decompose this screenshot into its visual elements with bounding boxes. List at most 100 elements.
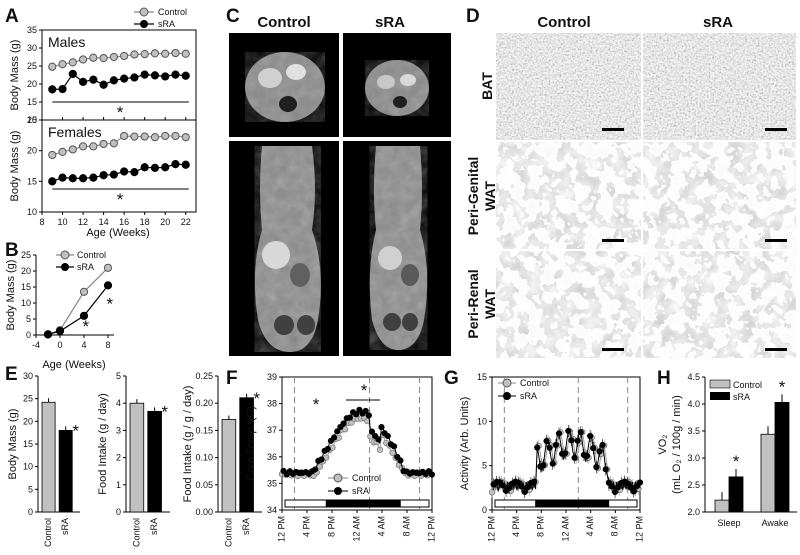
- scale-bar: [602, 348, 624, 351]
- data-point-sra: [312, 466, 319, 473]
- y-tick-label: 5: [26, 314, 31, 324]
- panel-f: 34 35 36 37 38 39 Core Temp. (C) 12 PM 4 PM 8 PM 1…: [245, 372, 436, 542]
- scale-bar: [765, 239, 787, 242]
- y-tick-label: 35: [27, 25, 37, 35]
- data-point-control: [89, 142, 98, 151]
- data-point-sra: [89, 173, 98, 182]
- data-point-control: [109, 52, 118, 62]
- data-point-control: [99, 139, 108, 149]
- scale-bar: [765, 128, 787, 131]
- x-tick-label: 14: [99, 217, 109, 227]
- y-axis-label: Body Mass (g): [7, 409, 19, 480]
- mri-col-sra: sRA: [375, 14, 405, 31]
- data-point-sra: [571, 454, 578, 461]
- data-point-sra: [611, 488, 619, 496]
- bar-control-awake: [760, 433, 776, 513]
- data-point-sra: [397, 457, 404, 464]
- data-point-sra: [181, 71, 190, 80]
- data-point-sra: [555, 430, 563, 437]
- dark-phase-bar: [325, 500, 401, 507]
- legend-sra-label: sRA: [158, 19, 175, 29]
- bar-sra: [147, 410, 162, 513]
- legend-b: Control sRA: [56, 250, 106, 272]
- x-category-label: sRA: [241, 518, 251, 535]
- y-tick-label: 37: [267, 425, 277, 435]
- significance-star: *: [253, 389, 260, 408]
- y-tick-label: 5: [28, 484, 33, 494]
- panel-letter-b: B: [5, 240, 19, 261]
- data-point-sra: [534, 444, 541, 451]
- y-tick-label: 25: [27, 61, 37, 71]
- data-point-control: [130, 132, 139, 141]
- y-tick-label: 10: [27, 115, 37, 125]
- panel-d: Control sRA BAT Peri-GenitalWAT Peri-Ren…: [465, 14, 796, 358]
- bar-sra: [58, 429, 73, 513]
- data-point-control: [48, 150, 57, 160]
- y-tick-label: 15: [27, 176, 37, 186]
- data-point-sra: [58, 84, 67, 94]
- x-category-label: Control: [43, 518, 53, 547]
- y-tick-label: 25: [23, 394, 33, 404]
- data-point-control: [79, 287, 89, 296]
- data-point-control: [316, 463, 323, 470]
- data-point-control: [181, 133, 190, 142]
- x-tick-label: 8 AM: [610, 516, 620, 537]
- y-tick-label: 2.0: [687, 507, 700, 517]
- legend-control-label: Control: [733, 380, 762, 390]
- data-point-control: [488, 489, 496, 496]
- y-tick-label: 15: [27, 97, 37, 107]
- y-tick-label: 0.20: [195, 398, 213, 408]
- data-point-sra: [546, 444, 553, 451]
- legend-b-control-label: Control: [77, 250, 106, 260]
- legend-control-label: Control: [158, 7, 187, 17]
- significance-star: *: [72, 421, 79, 440]
- y-tick-label: 4.5: [687, 372, 700, 382]
- y-axis-label: Body Mass (g): [9, 131, 21, 202]
- data-point-sra: [574, 437, 581, 444]
- legend-sra-label: sRA: [520, 391, 537, 401]
- chart-g-activity: 0 5 10 15 Activity (Arb. Units) 12 PM 4 PM 8 PM…: [459, 372, 644, 542]
- significance-star: *: [117, 103, 124, 122]
- data-point-sra: [499, 482, 507, 489]
- data-point-sra: [99, 171, 108, 180]
- legend-b-control-marker: [60, 250, 70, 260]
- x-tick-label: 12: [78, 217, 88, 227]
- data-point-control: [161, 131, 170, 141]
- y-tick-label: 4.0: [687, 399, 700, 409]
- data-point-sra: [68, 174, 77, 183]
- y-tick-label: 38: [267, 399, 277, 409]
- x-tick-label: 8 PM: [536, 516, 546, 537]
- y-tick-label: 20: [27, 146, 37, 156]
- histo-pr-control: [496, 251, 641, 358]
- y-axis-label: VO₂: [657, 434, 669, 454]
- data-point-control: [99, 53, 108, 63]
- mri-col-control: Control: [257, 14, 310, 31]
- data-point-control: [389, 449, 396, 456]
- data-point-sra: [530, 478, 538, 485]
- panel-a: Control sRA 10 15 20 25 30 35 Body Mass (g) Mal…: [9, 7, 197, 239]
- x-tick-label: 12 AM: [560, 516, 570, 542]
- data-point-sra: [140, 70, 149, 79]
- data-point-sra: [89, 75, 98, 84]
- legend-control-marker: [333, 473, 343, 483]
- y-axis-label-units: (mL O₂ / 100g / min): [671, 395, 683, 494]
- chart-f-core-temp: 34 35 36 37 38 39 Core Temp. (C) 12 PM 4 PM 8 PM 1…: [245, 372, 436, 542]
- y-tick-label: 5: [116, 371, 121, 381]
- y-tick-label: 0.10: [195, 453, 213, 463]
- data-point-sra: [562, 450, 569, 457]
- data-point-control: [68, 58, 77, 67]
- bar-control: [221, 419, 237, 513]
- data-point-sra: [43, 330, 53, 339]
- x-tick-label: 0: [57, 340, 62, 350]
- y-tick-label: 35: [267, 478, 277, 488]
- data-point-sra: [334, 428, 341, 435]
- histo-row-periGenital: Peri-GenitalWAT: [465, 157, 498, 236]
- data-point-control: [109, 139, 118, 148]
- data-point-sra: [161, 163, 170, 172]
- data-point-control: [376, 446, 383, 453]
- y-tick-label: 15: [21, 282, 31, 292]
- panel-c: Control sRA: [229, 14, 451, 356]
- series-line-sra: [47, 285, 109, 335]
